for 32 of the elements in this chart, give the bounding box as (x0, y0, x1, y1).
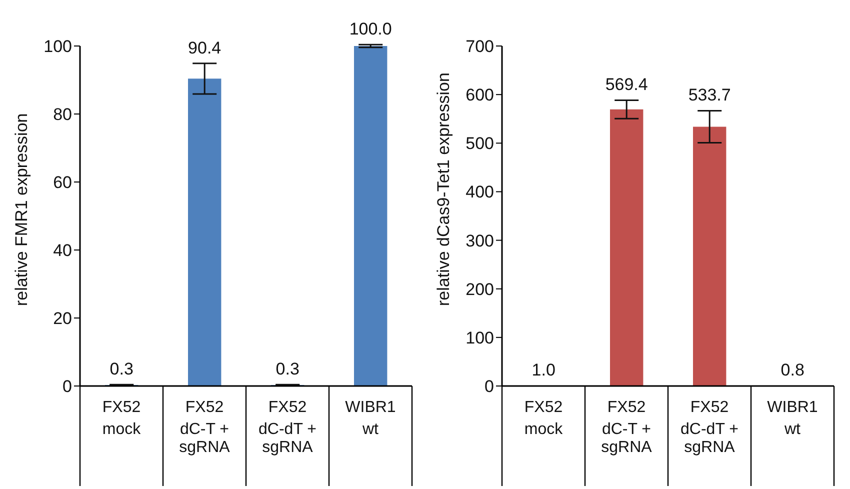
x-tick-label: FX52 dC-dT + sgRNA (680, 399, 738, 456)
y-tick-label: 100 (466, 328, 494, 348)
y-tick-label: 0 (484, 377, 494, 396)
y-tick-label: 0 (62, 377, 72, 396)
data-label: 90.4 (188, 38, 222, 58)
y-tick-label: 600 (466, 86, 494, 105)
y-tick-label: 20 (53, 309, 72, 328)
x-tick-label: FX52 dC-dT + sgRNA (258, 399, 316, 456)
x-tick-label: WIBR1 wt (345, 399, 396, 438)
data-label: 0.3 (110, 360, 134, 379)
y-tick-label: 400 (466, 182, 494, 202)
y-tick-label: 40 (53, 241, 72, 260)
y-tick-label: 200 (466, 280, 494, 299)
data-label: 1.0 (532, 360, 556, 380)
x-tick-label: FX52 mock (524, 399, 564, 438)
x-tick-label: FX52 dC-T + sgRNA (601, 399, 652, 456)
data-label: 533.7 (688, 86, 731, 105)
data-label: 0.3 (276, 360, 300, 379)
x-tick-label: FX52 dC-T + sgRNA (179, 399, 230, 456)
x-tick-label: FX52 mock (102, 399, 142, 438)
data-label: 100.0 (349, 20, 392, 39)
y-axis-title: relative FMR1 expression (12, 113, 32, 306)
data-label: 569.4 (605, 75, 648, 94)
y-tick-label: 60 (53, 173, 72, 192)
x-tick-label: WIBR1 wt (767, 399, 818, 438)
data-label: 0.8 (780, 360, 804, 380)
y-tick-label: 500 (466, 134, 494, 154)
y-tick-label: 80 (53, 105, 72, 124)
y-tick-label: 700 (466, 37, 494, 56)
y-axis-title: relative dCas9-Tet1 expression (434, 72, 454, 306)
y-tick-label: 300 (466, 231, 494, 250)
y-tick-label: 100 (44, 37, 72, 56)
